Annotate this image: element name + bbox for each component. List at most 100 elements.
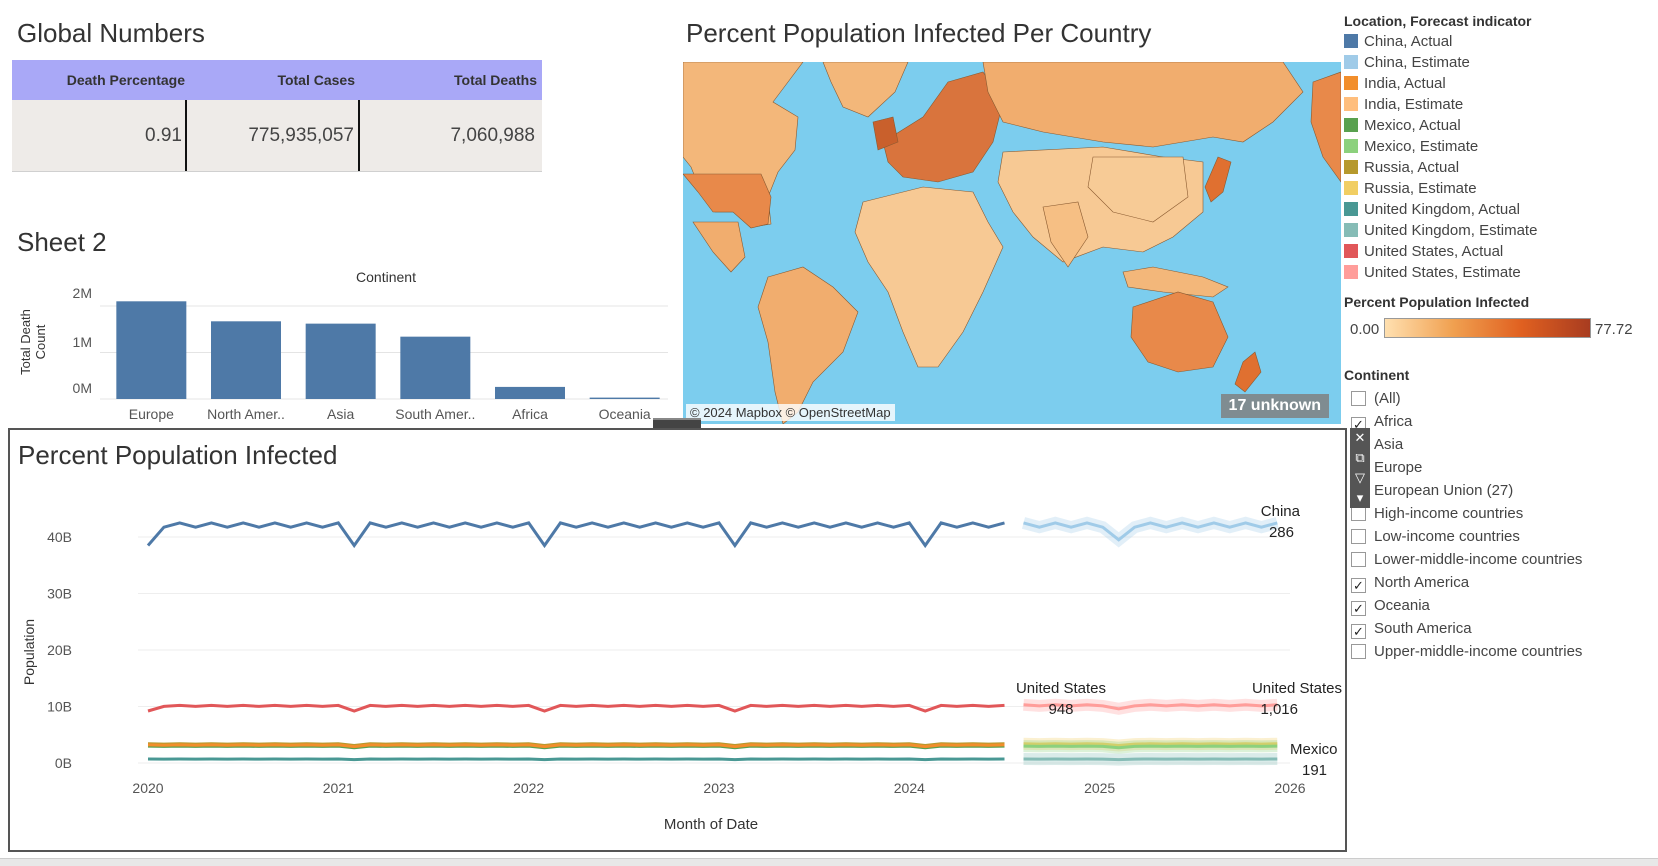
alaska-shape[interactable] <box>1310 71 1341 183</box>
legend-item[interactable]: United States, Estimate <box>1344 264 1521 284</box>
global-numbers-title: Global Numbers <box>17 18 205 48</box>
value-total-deaths[interactable]: 7,060,988 <box>450 125 535 146</box>
continent-filter-option[interactable]: (All) <box>1351 390 1401 412</box>
legend-item[interactable]: China, Actual <box>1344 33 1452 53</box>
continent-filter-option[interactable]: Lower-middle-income countries <box>1351 551 1582 573</box>
us-actual-label-name: United States <box>1016 680 1106 697</box>
series-line-mexico-estimate[interactable] <box>1023 744 1278 750</box>
bar-category-label: South Amer.. <box>395 406 475 422</box>
legend-label: India, Estimate <box>1364 96 1464 113</box>
legend-item[interactable]: Mexico, Estimate <box>1344 138 1478 158</box>
legend-item[interactable]: India, Actual <box>1344 75 1446 95</box>
continent-filter-option[interactable]: ✓ Oceania <box>1351 597 1430 619</box>
sheet-tabs-bar[interactable] <box>0 858 1658 866</box>
continent-filter-option[interactable]: European Union (27) <box>1351 482 1513 504</box>
series-line-china-estimate[interactable] <box>1023 521 1278 542</box>
world-map-shapes <box>683 62 1341 424</box>
us-est-label-value: 1,016 <box>1260 701 1298 718</box>
europe-shape[interactable] <box>882 71 1004 183</box>
continent-filter-option[interactable]: Upper-middle-income countries <box>1351 643 1582 665</box>
close-icon[interactable]: ✕ <box>1354 430 1366 445</box>
pane-splitter-handle[interactable] <box>653 418 701 430</box>
checkbox-unchecked[interactable] <box>1351 552 1366 567</box>
bar-y-tick: 0M <box>73 380 92 396</box>
new-zealand-shape[interactable] <box>1234 351 1262 393</box>
checkbox-unchecked[interactable] <box>1351 529 1366 544</box>
legend-item[interactable]: China, Estimate <box>1344 54 1470 74</box>
more-options-icon[interactable]: ▾ <box>1356 490 1364 505</box>
series-line-united-kingdom-estimate[interactable] <box>1023 757 1278 762</box>
series-line-russia-estimate[interactable] <box>1023 742 1278 748</box>
legend-item[interactable]: Mexico, Actual <box>1344 117 1461 137</box>
map-attribution[interactable]: © 2024 Mapbox © OpenStreetMap <box>686 404 895 421</box>
checkbox-checked[interactable]: ✓ <box>1351 601 1366 616</box>
legend-item[interactable]: Russia, Actual <box>1344 159 1459 179</box>
header-death-percentage[interactable]: Death Percentage <box>66 72 185 88</box>
series-line-india-actual[interactable] <box>147 743 1005 749</box>
continent-filter-option[interactable]: Low-income countries <box>1351 528 1520 550</box>
legend-label: United States, Estimate <box>1364 264 1521 281</box>
checkbox-unchecked[interactable] <box>1351 506 1366 521</box>
series-line-united-states-actual[interactable] <box>147 703 1005 713</box>
gradient-color-bar[interactable] <box>1384 318 1591 338</box>
south-america-shape[interactable] <box>757 266 859 424</box>
continent-filter-option[interactable]: ✓ North America <box>1351 574 1469 596</box>
column-divider <box>185 100 187 171</box>
australia-shape[interactable] <box>1130 291 1229 373</box>
legend-item[interactable]: India, Estimate <box>1344 96 1463 116</box>
series-line-united-kingdom-actual[interactable] <box>147 757 1005 762</box>
pop-out-icon[interactable]: ⧉ <box>1355 450 1365 465</box>
japan-shape[interactable] <box>1204 156 1232 203</box>
india-shape[interactable] <box>1042 201 1089 268</box>
us-actual-label-value: 948 <box>1048 701 1073 718</box>
world-map[interactable]: © 2024 Mapbox © OpenStreetMap 17 unknown <box>683 62 1341 424</box>
greenland-shape[interactable] <box>822 62 909 118</box>
header-total-cases[interactable]: Total Cases <box>277 72 355 88</box>
legend-item[interactable]: United Kingdom, Estimate <box>1344 222 1537 242</box>
bar-africa[interactable] <box>495 386 565 399</box>
russia-shape[interactable] <box>982 62 1304 148</box>
bar-oceania[interactable] <box>589 397 660 399</box>
bar-asia[interactable] <box>305 323 376 399</box>
china-shape[interactable] <box>1087 156 1189 223</box>
series-line-united-states-estimate[interactable] <box>1023 703 1278 711</box>
africa-shape[interactable] <box>854 186 1004 368</box>
uk-shape[interactable] <box>872 116 899 151</box>
legend-swatch <box>1344 97 1358 111</box>
ppi-x-tick: 2025 <box>1084 780 1115 796</box>
legend-label: Russia, Estimate <box>1364 180 1477 197</box>
value-death-percentage[interactable]: 0.91 <box>145 125 182 146</box>
legend-label: Mexico, Estimate <box>1364 138 1479 155</box>
indonesia-shape[interactable] <box>1122 266 1229 298</box>
legend-item[interactable]: United Kingdom, Actual <box>1344 201 1520 221</box>
continent-filter-option[interactable]: ✓ South America <box>1351 620 1472 642</box>
unknown-locations-badge[interactable]: 17 unknown <box>1220 394 1329 418</box>
china-label-value: 286 <box>1269 524 1294 541</box>
checkbox-checked[interactable]: ✓ <box>1351 624 1366 639</box>
continent-filter-option[interactable]: High-income countries <box>1351 505 1523 527</box>
china-label-name: China <box>1261 503 1301 520</box>
ppi-x-tick: 2021 <box>323 780 354 796</box>
bar-south-amer[interactable] <box>400 336 471 399</box>
color-legend: China, Actual China, Estimate India, Actua… <box>1344 33 1654 283</box>
continent-filter-label: North America <box>1374 574 1470 591</box>
bar-chart-y-axis-title: Total DeathCount <box>18 309 48 375</box>
legend-item[interactable]: Russia, Estimate <box>1344 180 1477 200</box>
united-states-shape[interactable] <box>683 173 772 229</box>
header-total-deaths[interactable]: Total Deaths <box>454 72 537 88</box>
gradient-max-label: 77.72 <box>1595 321 1633 338</box>
ppi-x-tick: 2024 <box>894 780 925 796</box>
checkbox-checked[interactable]: ✓ <box>1351 578 1366 593</box>
checkbox-unchecked[interactable] <box>1351 644 1366 659</box>
value-total-cases[interactable]: 775,935,057 <box>248 125 354 146</box>
legend-swatch <box>1344 118 1358 132</box>
legend-item[interactable]: United States, Actual <box>1344 243 1503 263</box>
mexico-shape[interactable] <box>692 221 746 273</box>
bar-north-amer[interactable] <box>211 321 281 399</box>
checkbox-unchecked[interactable] <box>1351 391 1366 406</box>
legend-swatch <box>1344 76 1358 90</box>
filter-icon[interactable]: ▽ <box>1355 470 1365 485</box>
series-line-china-actual[interactable] <box>146 521 1005 549</box>
legend-swatch <box>1344 34 1358 48</box>
bar-europe[interactable] <box>116 301 187 399</box>
